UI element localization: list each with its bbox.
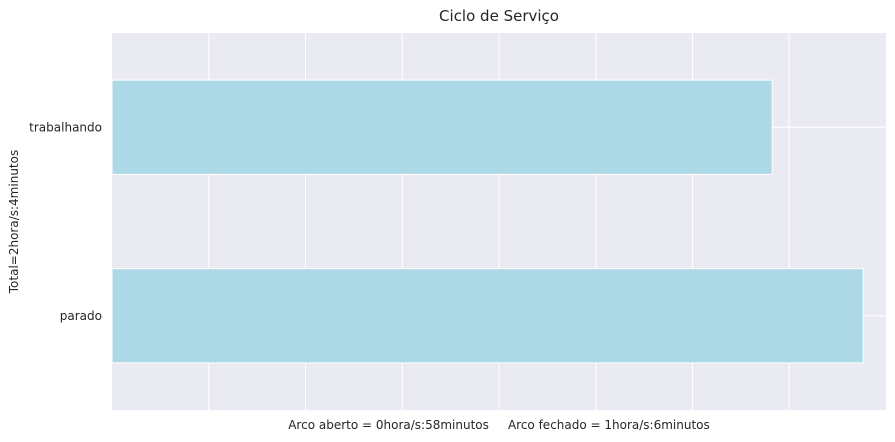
y-tick-label-parado: parado	[60, 309, 102, 323]
y-tick-labels: trabalhando parado	[29, 120, 102, 323]
x-axis-label: Arco aberto = 0hora/s:58minutos Arco fec…	[288, 418, 710, 432]
y-axis-label: Total=2hora/s:4minutos	[7, 150, 21, 294]
chart-title: Ciclo de Serviço	[439, 7, 559, 25]
bars	[111, 79, 864, 364]
bar-parado	[111, 268, 864, 364]
bar-trabalhando	[111, 79, 773, 175]
y-tick-label-trabalhando: trabalhando	[29, 120, 102, 134]
